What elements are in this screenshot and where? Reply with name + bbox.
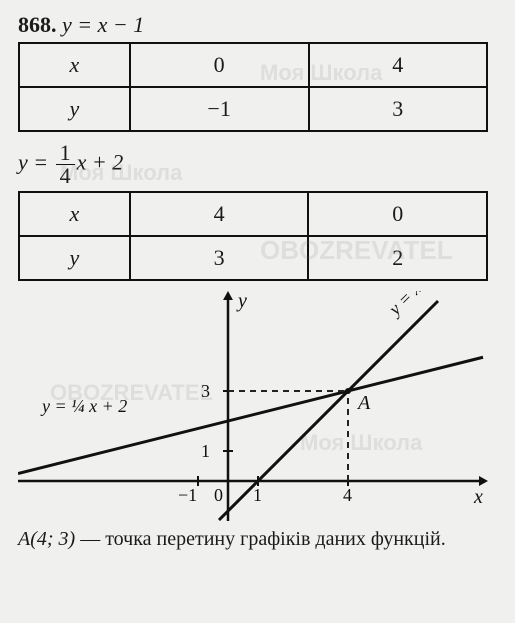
problem-number: 868. [18,12,57,37]
table-cell-val: 3 [309,87,487,131]
table-cell-val: 2 [308,236,487,280]
table-cell-var: y [19,236,130,280]
page: Моя Школа Моя Школа OBOZREVATEL OBOZREVA… [0,0,515,623]
svg-text:y: y [236,291,247,312]
point-label: A(4; 3) [18,528,75,550]
equation-2: y = 1 4 x + 2 [18,142,497,187]
svg-text:0: 0 [214,485,223,505]
table-row: y −1 3 [19,87,487,131]
table-row: x 4 0 [19,192,487,236]
table-2: x 4 0 y 3 2 [18,191,488,281]
equation-1: y = x − 1 [62,12,144,37]
table-cell-val: −1 [130,87,309,131]
table-cell-val: 4 [130,192,309,236]
svg-text:1: 1 [253,485,262,505]
table-cell-val: 0 [308,192,487,236]
svg-text:A: A [356,392,371,414]
conclusion: A(4; 3) — точка перетину графіків даних … [18,527,497,552]
table-row: x 0 4 [19,43,487,87]
svg-text:1: 1 [201,441,210,461]
svg-text:x: x [473,486,483,508]
table-cell-var: y [19,87,130,131]
graph: x y 0 −1 1 4 1 3 y = x − 1 y = ¼ x + 2 A [18,291,488,521]
table-cell-var: x [19,192,130,236]
table-cell-val: 0 [130,43,309,87]
table-cell-val: 3 [130,236,309,280]
table-cell-var: x [19,43,130,87]
svg-text:y = x − 1: y = x − 1 [383,291,446,320]
svg-text:y = ¼ x + 2: y = ¼ x + 2 [40,396,127,416]
svg-text:3: 3 [201,381,210,401]
fraction: 1 4 [56,142,75,187]
svg-text:−1: −1 [178,485,197,505]
conclusion-text: — точка перетину графіків даних функцій. [80,528,446,550]
table-cell-val: 4 [309,43,487,87]
problem-header: 868. y = x − 1 [18,12,497,38]
table-1: x 0 4 y −1 3 [18,42,488,132]
graph-svg: x y 0 −1 1 4 1 3 y = x − 1 y = ¼ x + 2 A [18,291,488,521]
svg-text:4: 4 [343,485,352,505]
table-row: y 3 2 [19,236,487,280]
